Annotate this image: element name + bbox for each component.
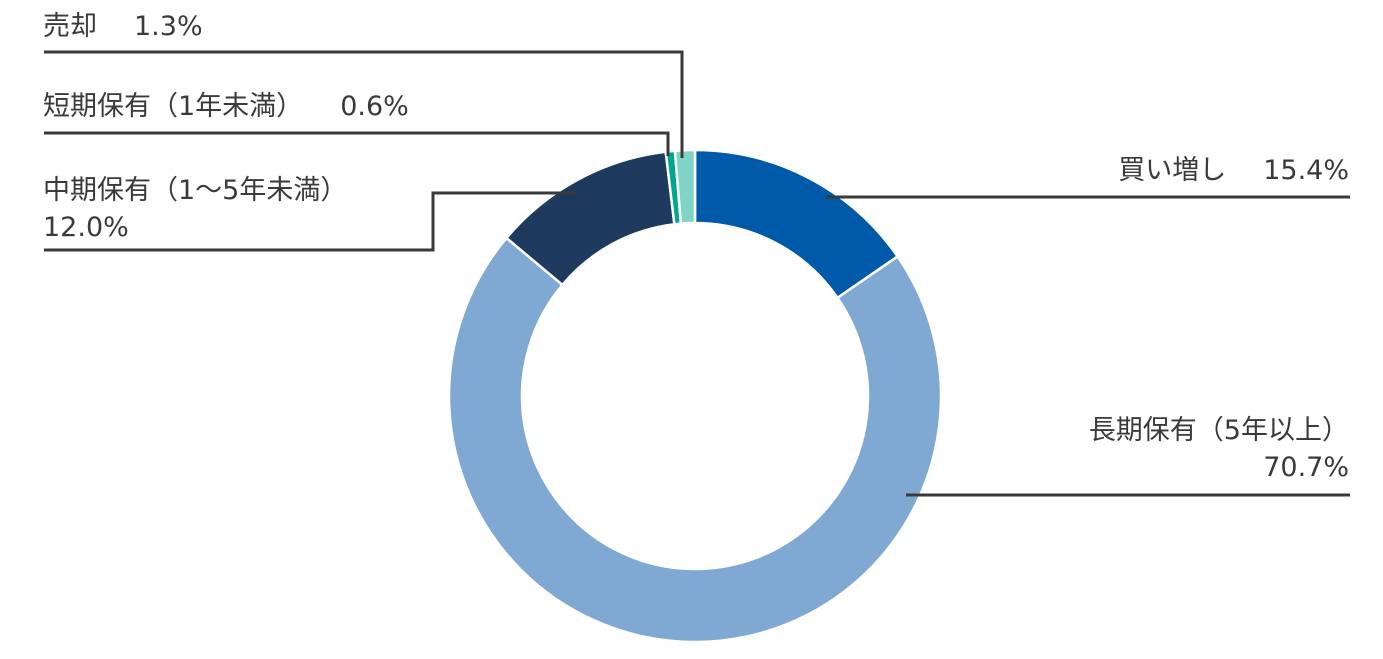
segment-value: 1.3% [134,11,203,42]
callout-line-short-term-hold [44,131,670,156]
label-mid-term-hold: 中期保有（1〜5年未満） 12.0% [43,172,347,246]
segment-value: 12.0% [43,212,129,243]
segment-name: 長期保有（5年以上） [1088,415,1349,446]
callout-line-sell [44,50,684,158]
callout-line-mid-term-hold [44,191,577,252]
donut-segment-buy-more [693,148,900,300]
label-long-term-hold: 長期保有（5年以上） 70.7% [1089,412,1349,486]
segment-value: 70.7% [1263,452,1349,483]
segment-name: 中期保有（1〜5年未満） [43,175,348,206]
label-sell: 売却 1.3% [43,8,203,45]
label-buy-more: 買い増し 15.4% [1118,152,1349,189]
segment-name: 短期保有（1年未満） [43,91,304,122]
donut-segment-long-term-hold [447,236,943,644]
segment-value: 0.6% [340,91,409,122]
segment-name: 売却 [43,11,97,42]
label-short-term-hold: 短期保有（1年未満） 0.6% [43,88,409,125]
segment-name: 買い増し [1118,155,1227,186]
segment-value: 15.4% [1263,155,1349,186]
